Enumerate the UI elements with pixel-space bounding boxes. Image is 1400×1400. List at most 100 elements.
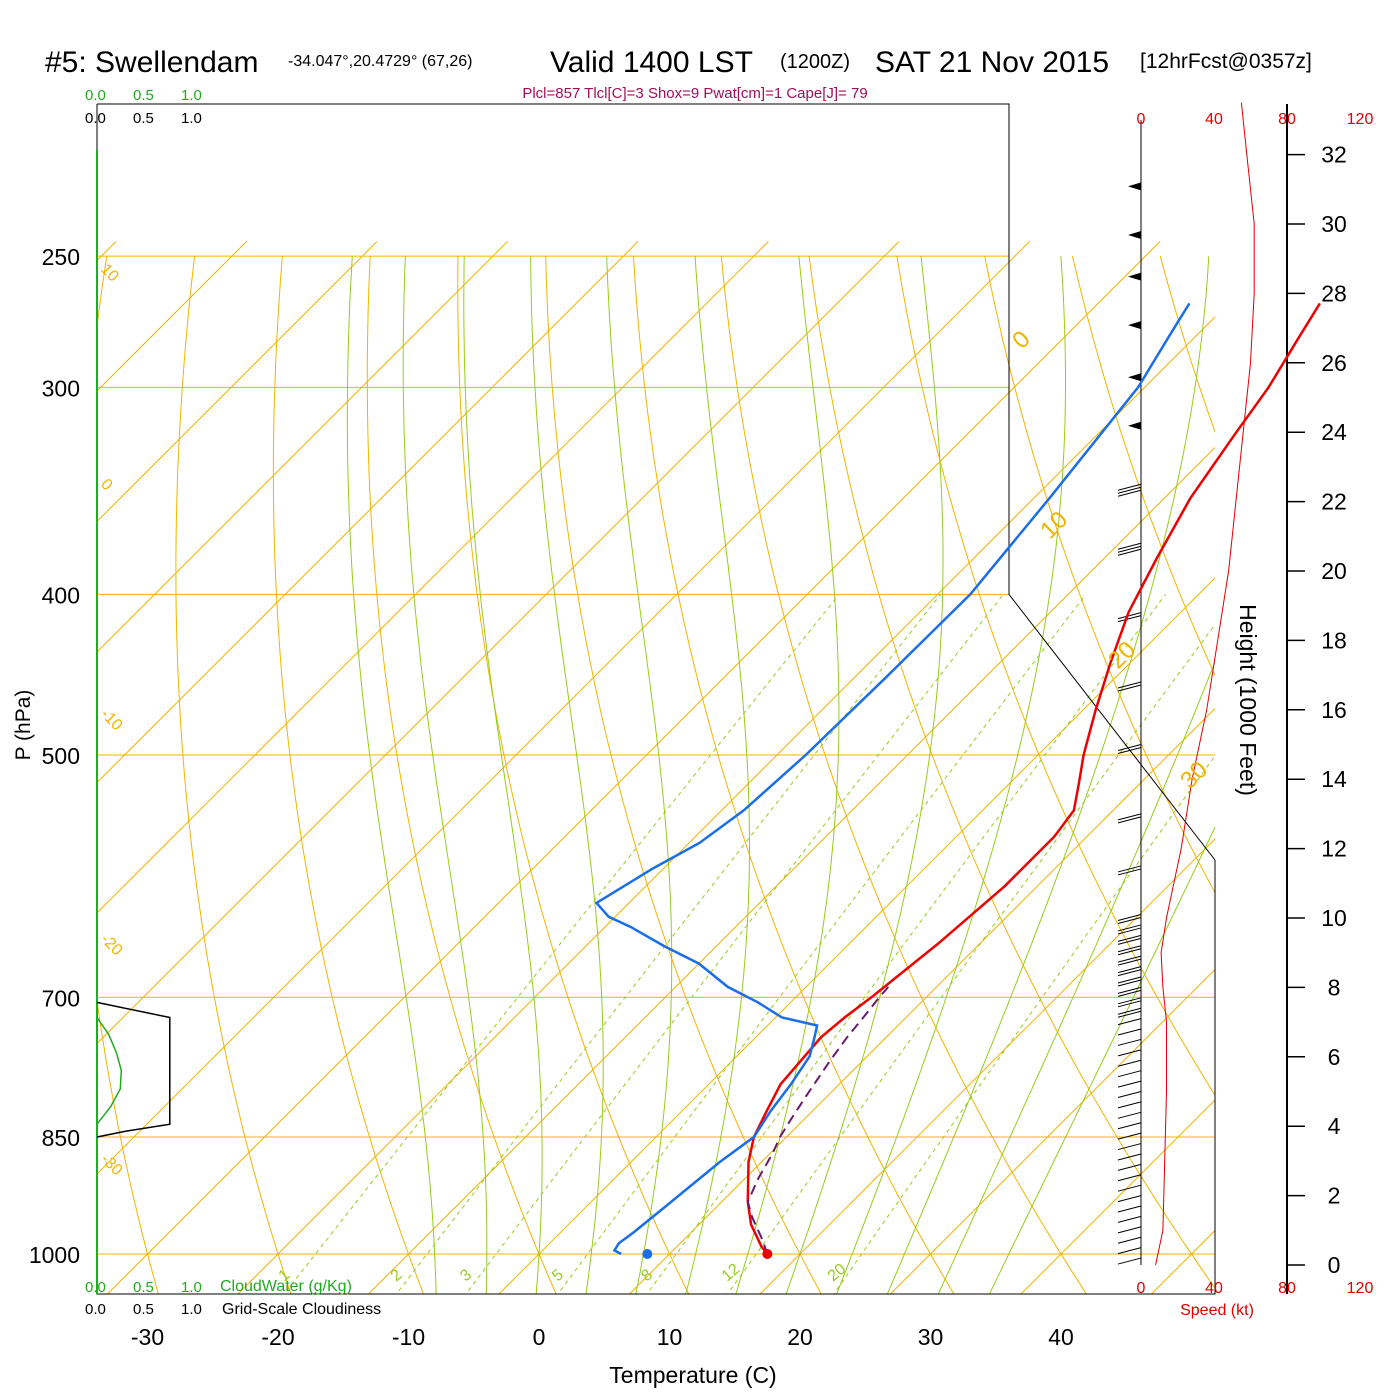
wind-barb xyxy=(1117,1028,1142,1036)
wind-barb-flag xyxy=(1128,321,1141,330)
temperature-tick-label: 30 xyxy=(918,1324,944,1350)
height-tick-label: 4 xyxy=(1328,1113,1341,1139)
wind-barb xyxy=(1117,976,1142,987)
wind-barb xyxy=(1117,1018,1142,1026)
dry-adiabat xyxy=(720,256,1088,1294)
mixing-ratio-label: 2 xyxy=(388,1266,406,1285)
wind-barb-line xyxy=(1117,1111,1142,1119)
wind-barb-line xyxy=(1117,1007,1142,1015)
dry-adiabat-label: 0 xyxy=(1007,326,1036,355)
mixing-ratio-line xyxy=(395,594,941,1294)
wind-barb xyxy=(1117,1257,1142,1265)
wind-barb-line xyxy=(1117,1038,1142,1046)
wind-barb-line xyxy=(1117,1132,1142,1140)
wind-barb-flag xyxy=(1128,182,1141,191)
speed-tick-top: 120 xyxy=(1347,111,1374,128)
wind-barb xyxy=(1117,914,1142,925)
surface-temperature-dot xyxy=(762,1249,773,1259)
wind-barb xyxy=(1117,813,1142,824)
wind-barb-line xyxy=(1117,948,1142,956)
plot-frame xyxy=(96,103,1305,1295)
dry-adiabat xyxy=(457,256,690,1294)
wind-speed-line xyxy=(1155,102,1255,1266)
cloudwater-tick-top: 1.0 xyxy=(181,87,202,104)
pressure-tick-label: 250 xyxy=(42,244,80,270)
height-tick-label: 16 xyxy=(1321,697,1347,723)
plot-border xyxy=(96,103,1216,1295)
mixing-ratio-line xyxy=(646,594,1166,1294)
chart-title-zulu: (1200Z) xyxy=(780,51,850,73)
wind-barb-line xyxy=(1117,1174,1142,1182)
wind-barb-line xyxy=(1117,1226,1142,1234)
height-tick-label: 30 xyxy=(1321,211,1347,237)
wind-barb-line xyxy=(1117,744,1142,751)
moist-adiabat xyxy=(735,256,840,1294)
wind-barb-line xyxy=(1117,1080,1142,1088)
wind-barb-line xyxy=(1117,816,1142,824)
dry-adiabat xyxy=(272,256,425,1294)
chart-title-valid: Valid 1400 LST xyxy=(550,46,753,79)
sounding-series xyxy=(594,302,1321,1259)
moist-adiabat xyxy=(402,256,488,1294)
cloudiness-label: Grid-Scale Cloudiness xyxy=(222,1301,381,1318)
wind-barb xyxy=(1117,934,1142,945)
wind-barb-line xyxy=(1117,1000,1142,1008)
wind-barb xyxy=(1128,230,1141,239)
moist-adiabat xyxy=(836,256,1066,1294)
wind-barb xyxy=(1117,1132,1142,1140)
dry-adiabat xyxy=(0,256,33,1323)
wind-barb-line xyxy=(1117,1101,1142,1109)
isotherm-line xyxy=(759,838,1215,1294)
wind-barb xyxy=(1117,681,1142,692)
isotherm-line xyxy=(106,241,1161,1294)
cloudwater-label: CloudWater (g/Kg) xyxy=(220,1278,352,1295)
moist-adiabat xyxy=(937,660,1215,1294)
axis-labels: 1 2 3 5 8 12 20100-10-20-300102030250300400500… xyxy=(29,87,1374,1350)
height-tick-label: 18 xyxy=(1321,627,1347,653)
cloudwater-tick-top: 0.5 xyxy=(133,87,154,104)
wind-barb-line xyxy=(1117,1070,1142,1078)
cloudiness-tick-top: 0.0 xyxy=(85,110,106,127)
height-tick-label: 26 xyxy=(1321,350,1347,376)
wind-barb-line xyxy=(1117,914,1142,922)
speed-tick-top: 40 xyxy=(1205,111,1223,128)
moist-adiabat xyxy=(685,256,750,1294)
indices-text: Plcl=857 Tlcl[C]=3 Shox=9 Pwat[cm]=1 Cap… xyxy=(522,85,867,102)
wind-barb-line xyxy=(1117,542,1142,550)
wind-barb xyxy=(1117,945,1142,956)
temperature-tick-label: -20 xyxy=(261,1324,294,1350)
dry-adiabat-label: 10 xyxy=(97,261,122,286)
speed-tick-bottom: 80 xyxy=(1278,1280,1296,1297)
wind-barb-line xyxy=(1117,966,1142,974)
pressure-tick-label: 700 xyxy=(42,985,80,1011)
cloudwater-tick-bottom: 0.0 xyxy=(85,1279,106,1296)
cloudwater-line xyxy=(96,1017,123,1125)
wind-barb-line xyxy=(1117,958,1142,966)
temperature-tick-label: 40 xyxy=(1048,1324,1074,1350)
wind-barb-line xyxy=(1117,612,1142,620)
wind-barb-line xyxy=(1117,1184,1142,1192)
y-axis-title: P (hPa) xyxy=(12,690,35,761)
dry-adiabat xyxy=(175,256,292,1294)
wind-barb-line xyxy=(1117,486,1142,494)
moist-adiabat xyxy=(530,256,604,1294)
surface-dewpoint-dot xyxy=(642,1249,653,1259)
height-tick-label: 14 xyxy=(1321,766,1347,792)
cloudiness-tick-bottom: 1.0 xyxy=(181,1301,202,1318)
height-tick-label: 12 xyxy=(1321,836,1347,862)
wind-barb xyxy=(1128,373,1141,382)
isotherm-line xyxy=(367,446,1215,1294)
wind-barb xyxy=(1117,1091,1142,1098)
dry-adiabat xyxy=(366,256,557,1294)
wind-barb xyxy=(1128,182,1141,191)
wind-barb-line xyxy=(1117,1215,1142,1223)
wind-barb-line xyxy=(1117,1091,1142,1098)
chart-title-date: SAT 21 Nov 2015 xyxy=(875,46,1109,79)
wind-barb xyxy=(1117,1070,1142,1078)
wind-barb-line xyxy=(1117,927,1142,935)
x-axis-title: Temperature (C) xyxy=(609,1362,776,1388)
wind-barb-line xyxy=(1117,1122,1142,1130)
wind-barb xyxy=(1128,321,1141,330)
wind-barb xyxy=(1117,1049,1142,1057)
mixing-ratio-line xyxy=(465,594,1004,1294)
